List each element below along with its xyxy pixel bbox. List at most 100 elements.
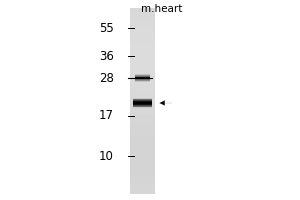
Bar <box>130 136 155 138</box>
Bar <box>130 143 155 145</box>
Bar <box>130 164 155 166</box>
Bar <box>130 71 155 73</box>
Bar <box>130 43 155 45</box>
Bar <box>130 48 155 50</box>
Bar <box>130 34 155 36</box>
Bar <box>133 99 152 100</box>
Bar <box>133 104 152 105</box>
Bar <box>133 100 152 101</box>
Bar <box>130 52 155 54</box>
Bar <box>130 82 155 85</box>
Bar <box>130 22 155 24</box>
Bar <box>136 76 149 77</box>
Bar <box>130 108 155 110</box>
Bar <box>130 68 155 71</box>
Bar <box>133 100 152 101</box>
Bar <box>130 89 155 92</box>
Bar <box>130 57 155 59</box>
Bar <box>130 192 155 194</box>
Bar <box>130 115 155 117</box>
Bar <box>133 102 152 103</box>
Bar <box>133 98 152 99</box>
Bar <box>130 161 155 164</box>
Bar <box>130 159 155 161</box>
Bar <box>133 104 152 105</box>
Bar <box>130 66 155 68</box>
Bar <box>130 54 155 57</box>
Bar <box>130 8 155 194</box>
Bar <box>130 61 155 64</box>
Bar <box>130 78 155 80</box>
Bar <box>130 94 155 96</box>
Text: m.heart: m.heart <box>141 4 183 14</box>
Bar <box>133 105 152 106</box>
Bar <box>130 110 155 113</box>
Bar <box>130 168 155 171</box>
Bar <box>130 124 155 127</box>
Bar <box>136 74 149 75</box>
Text: 36: 36 <box>99 49 114 62</box>
Bar <box>130 141 155 143</box>
Bar <box>130 8 155 10</box>
Bar <box>130 41 155 43</box>
Bar <box>130 131 155 134</box>
Bar <box>130 138 155 141</box>
Bar <box>130 38 155 41</box>
Bar <box>130 87 155 89</box>
Bar <box>136 77 149 78</box>
Bar <box>130 75 155 78</box>
Bar <box>130 96 155 99</box>
Bar <box>130 92 155 94</box>
Bar <box>133 101 152 102</box>
Bar <box>136 75 149 76</box>
Bar <box>130 187 155 189</box>
Bar <box>130 103 155 106</box>
Bar <box>130 31 155 34</box>
Bar <box>130 185 155 187</box>
Bar <box>136 77 149 78</box>
Bar <box>130 36 155 38</box>
Bar <box>130 24 155 27</box>
Bar <box>130 178 155 180</box>
Bar <box>130 13 155 15</box>
Bar <box>130 113 155 115</box>
Bar <box>136 74 149 75</box>
Bar <box>130 171 155 173</box>
Bar <box>136 78 149 79</box>
Bar <box>130 148 155 150</box>
Bar <box>133 102 152 103</box>
Text: 10: 10 <box>99 150 114 162</box>
Bar <box>133 103 152 104</box>
Bar <box>130 120 155 122</box>
Bar <box>130 129 155 131</box>
Bar <box>130 80 155 82</box>
Bar <box>136 75 149 76</box>
Bar <box>130 20 155 22</box>
Bar <box>136 78 149 79</box>
Bar <box>130 99 155 101</box>
Bar <box>130 64 155 66</box>
Bar <box>133 105 152 106</box>
Bar <box>130 27 155 29</box>
Bar <box>130 127 155 129</box>
Bar <box>133 101 152 102</box>
Bar <box>133 106 152 107</box>
Bar <box>136 81 149 82</box>
Bar <box>130 117 155 120</box>
Bar <box>130 157 155 159</box>
Bar <box>136 80 149 81</box>
Bar <box>130 10 155 13</box>
Bar <box>133 99 152 100</box>
Bar <box>130 175 155 178</box>
Bar <box>136 81 149 82</box>
Bar <box>130 101 155 103</box>
Bar <box>130 122 155 124</box>
Bar <box>130 85 155 87</box>
Bar <box>130 189 155 192</box>
Bar <box>130 152 155 154</box>
Bar <box>130 17 155 20</box>
Bar <box>133 102 152 103</box>
Bar <box>130 15 155 17</box>
Text: 55: 55 <box>99 21 114 34</box>
Text: 17: 17 <box>99 109 114 122</box>
